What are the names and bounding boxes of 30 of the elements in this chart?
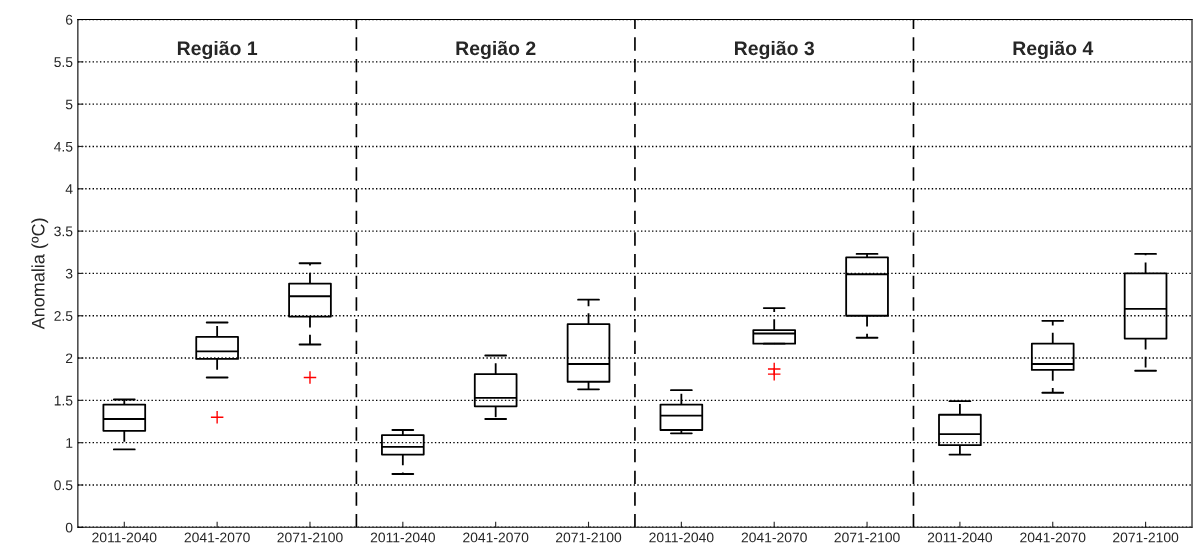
annotation: Região 3 (734, 40, 815, 60)
x-tick-label: 2041-2070 (741, 532, 807, 543)
x-tick-label: 2011-2040 (927, 532, 993, 543)
x-tick-label: 2041-2070 (1020, 532, 1086, 543)
y-tick-label: 2 (65, 353, 73, 364)
y-tick-label: 3.5 (54, 226, 73, 237)
y-tick-label: 5.5 (54, 57, 73, 68)
x-tick-label: 2071-2100 (277, 532, 343, 543)
annotation: Região 2 (456, 40, 536, 60)
y-tick-label: 1.5 (54, 395, 73, 406)
y-tick-label: 1 (66, 438, 73, 448)
y-tick-label: 5 (65, 99, 73, 110)
x-tick-label: 2011-2040 (649, 532, 714, 543)
x-tick-label: 2011-2040 (370, 532, 435, 543)
y-axis-title: Anomalia (ºC) (31, 218, 49, 330)
x-tick-label: 2011-2040 (92, 532, 157, 543)
y-tick-label: 4.5 (54, 141, 73, 152)
y-tick-label: 6 (65, 14, 73, 25)
y-tick-label: 0.5 (54, 480, 73, 491)
y-tick-label: 0 (65, 522, 73, 533)
x-tick-label: 2071-2100 (556, 532, 622, 543)
x-tick-label: 2041-2070 (463, 532, 529, 543)
y-tick-label: 4 (65, 184, 73, 194)
x-tick-label: 2041-2070 (184, 532, 250, 543)
x-tick-label: 2071-2100 (1113, 532, 1179, 543)
y-tick-label: 3 (65, 268, 73, 279)
annotation: Região 4 (1013, 40, 1094, 60)
x-tick-label: 2071-2100 (834, 532, 900, 543)
y-tick-label: 2.5 (54, 311, 73, 321)
annotation: Região 1 (177, 40, 258, 60)
